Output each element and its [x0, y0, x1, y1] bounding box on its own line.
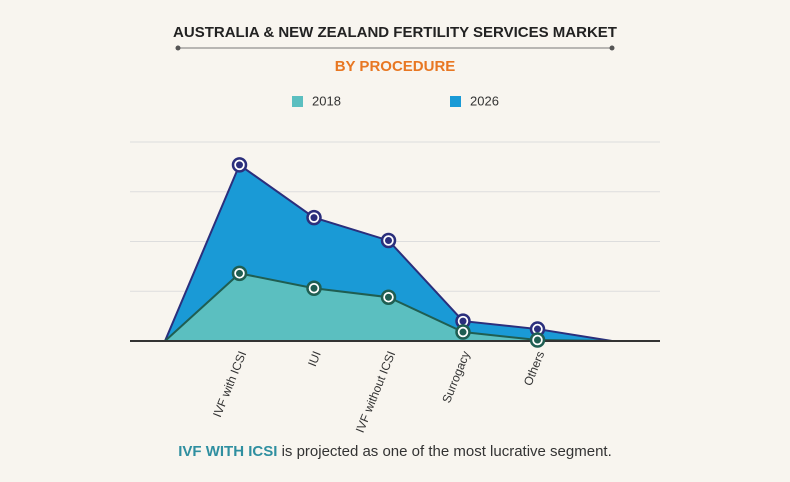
marker-dot — [385, 237, 392, 245]
marker-dot — [310, 214, 318, 222]
chart-subtitle: BY PROCEDURE — [335, 58, 456, 75]
marker-dot — [310, 284, 318, 292]
rule-dot — [609, 45, 615, 51]
annotation: IVF WITH ICSI is projected as one of the… — [178, 443, 612, 460]
marker-dot — [385, 293, 392, 301]
legend-swatch — [450, 96, 461, 107]
marker-dot — [534, 325, 541, 333]
legend-label: 2026 — [470, 93, 499, 108]
legend-label: 2018 — [312, 93, 341, 108]
annotation-highlight: IVF WITH ICSI — [178, 443, 277, 460]
rule-dot — [175, 45, 181, 51]
marker-dot — [459, 328, 467, 336]
legend-swatch — [292, 96, 303, 107]
annotation-text: is projected as one of the most lucrativ… — [282, 443, 612, 460]
marker-dot — [459, 317, 467, 325]
chart-title: AUSTRALIA & NEW ZEALAND FERTILITY SERVIC… — [173, 24, 617, 41]
x-tick-label: IUI — [305, 349, 324, 368]
marker-dot — [236, 161, 243, 169]
marker-dot — [236, 269, 243, 277]
area — [165, 273, 612, 341]
marker-dot — [534, 336, 541, 344]
